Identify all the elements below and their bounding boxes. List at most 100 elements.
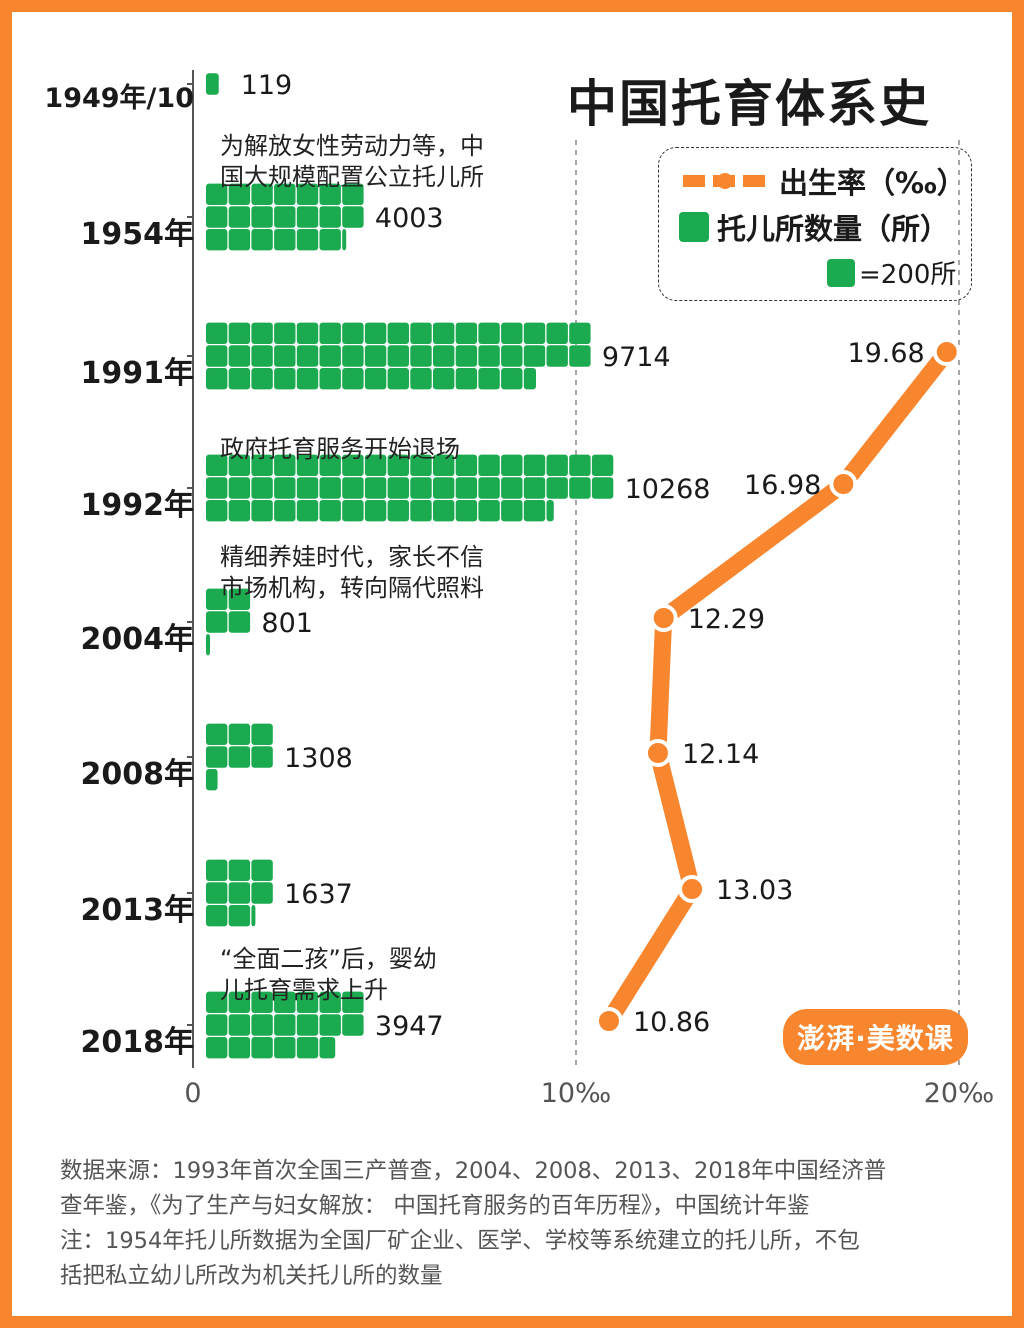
- nursery-icon-block: [296, 454, 319, 476]
- x-tick-label: 0: [184, 1078, 201, 1109]
- nursery-icon-block: [274, 477, 296, 499]
- nursery-icon-block: [206, 634, 210, 656]
- nursery-icon-block: [455, 322, 478, 344]
- nursery-icon-block: [569, 477, 591, 499]
- nursery-icon-block: [319, 991, 341, 1013]
- nursery-icon-block: [228, 206, 251, 228]
- bar-4: [206, 588, 251, 656]
- nursery-icon-block: [274, 345, 296, 367]
- nursery-icon-block: [342, 345, 364, 367]
- nursery-icon-block: [251, 206, 273, 228]
- nursery-icon-block: [228, 183, 251, 205]
- nursery-icon-block: [251, 723, 273, 745]
- nursery-icon-block: [523, 368, 536, 390]
- nursery-icon-block: [342, 991, 364, 1013]
- nursery-icon-block: [251, 500, 273, 522]
- nursery-icon-block: [206, 454, 228, 476]
- nursery-icon-block: [342, 454, 364, 476]
- annotation-line: 国大规模配置公立托儿所: [220, 163, 484, 191]
- nursery-icon-block: [319, 500, 341, 522]
- nursery-icon-block: [501, 322, 523, 344]
- nursery-icon-block: [206, 746, 228, 768]
- nursery-icon-block: [319, 322, 341, 344]
- nursery-icon-block: [296, 345, 319, 367]
- nursery-icon-block: [478, 368, 500, 390]
- nursery-icon-block: [523, 322, 546, 344]
- green-square-icon: [679, 212, 709, 242]
- legend-nurseries: 托儿所数量（所）: [679, 206, 949, 248]
- nursery-icon-block: [251, 882, 273, 904]
- bar-7: [206, 991, 364, 1059]
- nursery-icon-block: [410, 500, 432, 522]
- nursery-icon-block: [206, 477, 228, 499]
- nursery-icon-block: [274, 454, 296, 476]
- nursery-icon-block: [319, 1037, 336, 1059]
- nursery-icon-block: [387, 477, 409, 499]
- nursery-icon-block: [342, 322, 364, 344]
- nursery-icon-block: [206, 183, 228, 205]
- legend-nurseries-label: 托儿所数量（所）: [717, 212, 950, 246]
- birth-rate-point: [649, 604, 678, 632]
- nursery-icon-block: [546, 322, 568, 344]
- nursery-icon-block: [228, 345, 251, 367]
- nursery-icon-block: [364, 454, 387, 476]
- nursery-icon-block: [478, 454, 500, 476]
- nursery-icon-block: [228, 322, 251, 344]
- bar-0: [206, 73, 219, 95]
- nursery-icon-block: [319, 368, 341, 390]
- nursery-icon-block: [296, 206, 319, 228]
- nursery-icon-block: [251, 183, 273, 205]
- annotation-line: “全面二孩”后，婴幼: [220, 945, 437, 973]
- nursery-icon-block: [433, 322, 455, 344]
- nursery-icon-block: [206, 73, 219, 95]
- footer-line: 括把私立幼儿所改为机关托儿所的数量: [60, 1263, 443, 1289]
- birth-rate-line: [600, 343, 956, 1030]
- nursery-icon-block: [206, 611, 228, 633]
- nursery-icon-block: [274, 500, 296, 522]
- annotation-line: 市场机构，转向隔代照料: [220, 574, 484, 602]
- nursery-icon-block: [546, 454, 568, 476]
- nursery-icon-block: [251, 1014, 273, 1036]
- bar-value-label: 4003: [375, 203, 444, 234]
- legend-line-icon: [683, 173, 767, 189]
- annotation-1954: 为解放女性劳动力等，中 国大规模配置公立托儿所: [220, 131, 484, 193]
- year-label: 1954年: [80, 217, 195, 252]
- birth-rate-label: 16.98: [744, 470, 821, 501]
- nursery-icon-block: [342, 229, 347, 251]
- nursery-icon-block: [410, 322, 432, 344]
- nursery-icon-block: [274, 1037, 296, 1059]
- nursery-icon-block: [228, 991, 251, 1013]
- nursery-icon-block: [319, 229, 341, 251]
- bar-3: [206, 454, 614, 522]
- bar-1: [206, 183, 364, 251]
- annotation-line: 为解放女性劳动力等，中: [220, 132, 484, 160]
- nursery-icon-block: [523, 477, 546, 499]
- birth-rate-point: [932, 338, 961, 366]
- bar-6: [206, 859, 273, 927]
- nursery-icon-block: [296, 477, 319, 499]
- nursery-icon-block: [228, 368, 251, 390]
- nursery-icon-block: [206, 500, 228, 522]
- nursery-icon-block: [319, 477, 341, 499]
- birth-rate-label: 12.29: [688, 604, 765, 635]
- nursery-icon-block: [274, 183, 296, 205]
- nursery-icon-block: [228, 477, 251, 499]
- nursery-icon-block: [455, 454, 478, 476]
- legend-birth-rate-label: 出生率（‰）: [779, 166, 966, 200]
- birth-rate-label: 13.03: [716, 875, 793, 906]
- birth-rate-label: 12.14: [682, 739, 759, 770]
- nursery-icon-block: [206, 882, 228, 904]
- nursery-icon-block: [364, 500, 387, 522]
- nursery-icon-block: [274, 991, 296, 1013]
- birth-rate-point: [594, 1007, 623, 1035]
- nursery-icon-block: [501, 368, 523, 390]
- nursery-icon-block: [228, 723, 251, 745]
- birth-rate-label: 19.68: [847, 338, 924, 369]
- nursery-icon-block: [319, 206, 341, 228]
- nursery-icon-block: [296, 1014, 319, 1036]
- year-label: 2013年: [80, 893, 195, 928]
- nursery-icon-block: [410, 454, 432, 476]
- nursery-icon-block: [296, 368, 319, 390]
- nursery-icon-block: [342, 183, 364, 205]
- year-label: 1991年: [80, 356, 195, 391]
